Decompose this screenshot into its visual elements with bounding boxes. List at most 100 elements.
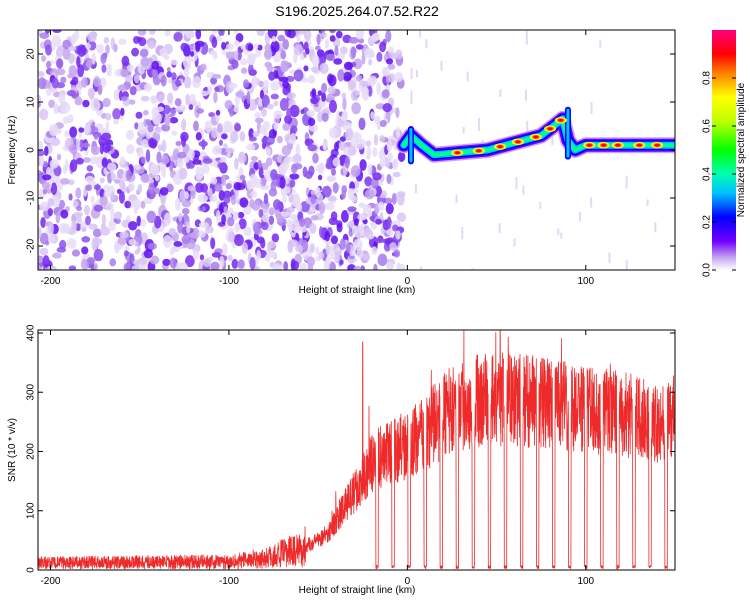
noise-blob [252,78,258,88]
noise-blob [137,183,143,194]
noise-blob [308,124,319,132]
snr-ylabel: SNR (10 * v/v) [7,418,18,482]
noise-blob [147,40,156,50]
noise-blob [311,66,319,73]
x-tick-label: -100 [219,576,239,587]
noise-blob [282,80,290,89]
hot-spot-core [476,149,482,153]
noise-blob [84,122,90,134]
noise-blob [263,193,269,205]
noise-blob [343,61,353,71]
noise-blob [288,192,294,203]
noise-blob [282,123,290,131]
noise-blob [327,86,336,95]
colorbar-tick-label: 0.4 [702,167,713,181]
noise-blob [46,60,52,69]
noise-blob [321,32,328,38]
noise-blob [336,222,343,233]
noise-blob [205,225,214,234]
noise-blob [328,245,335,251]
noise-blob [251,200,261,211]
noise-blob [314,186,321,198]
noise-blob [64,130,70,138]
noise-blob [235,91,245,98]
noise-blob [371,246,378,255]
y-tick-label: 20 [26,48,37,60]
noise-blob [248,128,254,140]
noise-blob [124,74,133,83]
noise-blob [101,64,107,73]
noise-blob [214,182,223,192]
noise-blob [52,252,62,259]
noise-speckle [646,199,649,207]
noise-blob [366,145,372,158]
noise-blob [333,58,343,65]
noise-blob [201,206,206,212]
noise-blob [41,181,50,190]
noise-blob [151,106,159,118]
noise-blob [311,88,317,98]
noise-blob [209,194,218,203]
noise-blob [317,174,323,181]
noise-blob [76,55,81,68]
noise-blob [93,204,104,212]
noise-blob [155,175,160,182]
noise-blob [266,137,275,143]
noise-blob [356,248,364,259]
noise-blob [283,186,291,195]
noise-blob [170,59,179,66]
noise-blob [290,163,298,174]
noise-blob [210,261,220,270]
noise-blob [322,140,328,150]
x-tick-label: -200 [40,276,60,287]
noise-blob [395,126,401,139]
noise-blob [52,30,62,34]
noise-blob [151,68,159,79]
noise-blob [167,77,173,84]
noise-blob [124,245,130,252]
noise-blob [85,59,93,69]
y-tick-label: 400 [26,324,37,341]
noise-blob [113,43,118,53]
noise-blob [353,265,362,270]
noise-blob [379,135,386,142]
noise-blob [124,200,132,209]
noise-blob [348,36,359,44]
noise-blob [132,259,141,266]
noise-blob [210,50,218,56]
noise-blob [112,108,121,120]
noise-blob [140,95,150,102]
noise-blob [238,218,247,230]
noise-blob [38,140,44,152]
noise-blob [253,43,259,50]
noise-blob [299,54,305,61]
noise-blob [114,69,122,77]
noise-blob [350,165,361,178]
noise-blob [289,213,297,220]
noise-blob [81,246,89,255]
noise-blob [377,253,388,267]
noise-blob [60,101,71,114]
noise-blob [337,116,342,128]
noise-blob [273,123,279,131]
noise-blob [80,76,88,88]
noise-speckle [420,266,423,270]
noise-blob [358,79,368,92]
noise-blob [39,108,49,121]
noise-blob [51,34,62,48]
ridge-band [401,116,675,157]
noise-blob [341,189,347,200]
colorbar-tick-label: 0.2 [702,215,713,229]
colorbar-label: Normalized spectral amplitude [736,82,747,217]
noise-blob [80,258,89,270]
noise-blob [151,60,160,70]
noise-speckle [539,202,542,209]
noise-blob [353,238,363,251]
noise-blob [162,258,171,266]
noise-blob [363,227,371,237]
noise-blob [240,67,248,74]
noise-blob [375,218,383,225]
noise-blob [164,114,171,127]
noise-blob [99,177,105,184]
